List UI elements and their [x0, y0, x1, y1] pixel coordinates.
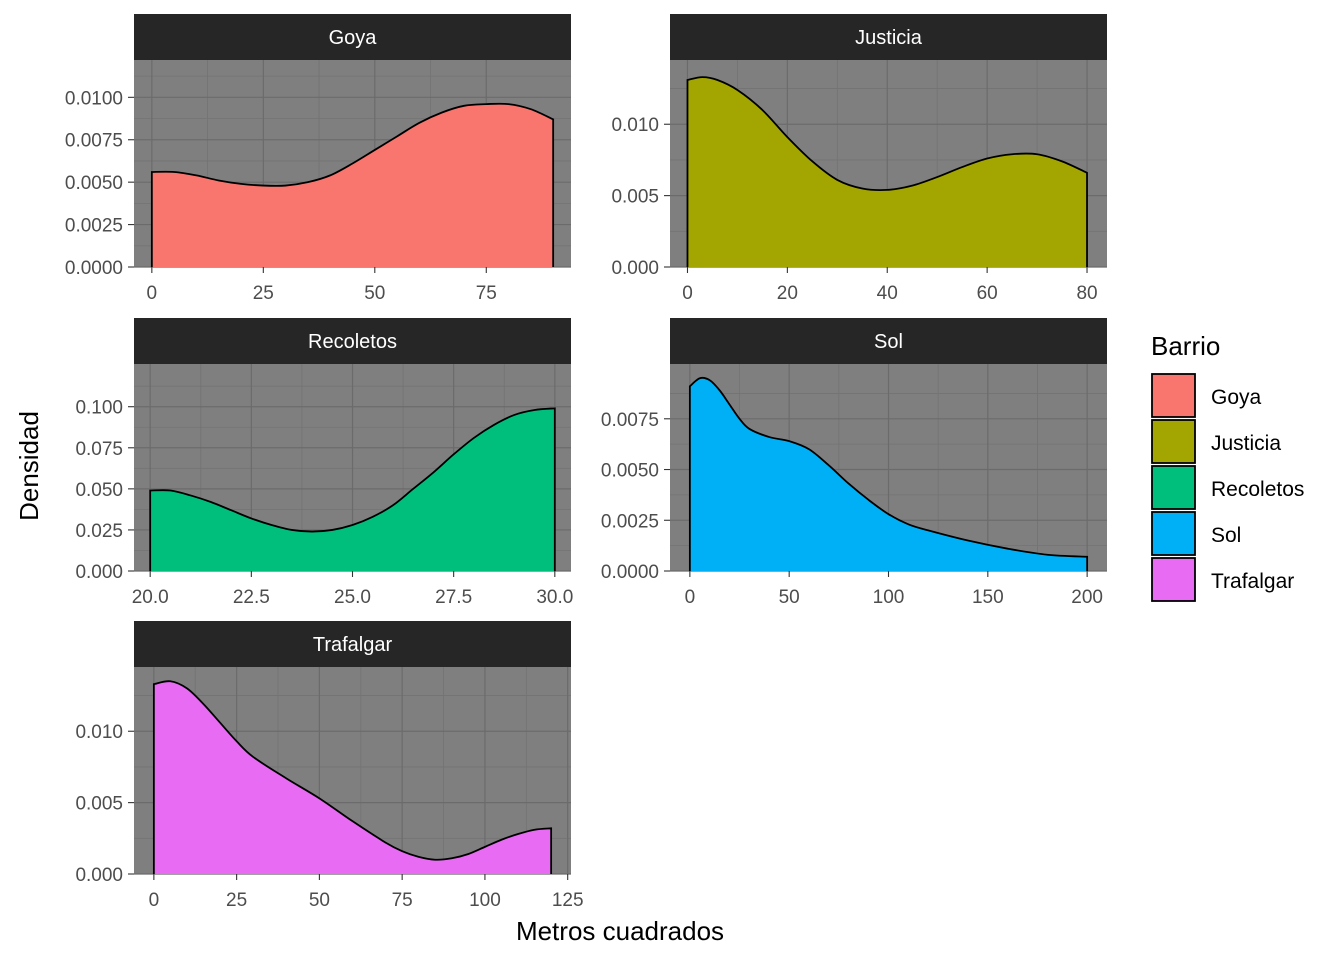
legend-item-trafalgar: Trafalgar: [1151, 557, 1294, 602]
x-tick-label: 100: [469, 890, 501, 911]
facet-strip: [134, 318, 571, 364]
density-line-trafalgar: [152, 680, 553, 874]
y-tick-label: 0.0050: [601, 461, 659, 482]
x-tick-label: 200: [1071, 587, 1103, 608]
axes: 20.0 22.5 25.0 27.5 30.0 0.000 0.025 0.050 0.075…: [75, 398, 573, 608]
density-line-justicia: [686, 76, 1088, 267]
legend-item-sol: Sol: [1151, 511, 1241, 556]
facet-strip-label: Recoletos: [308, 331, 397, 353]
facet-strip: [134, 621, 571, 667]
x-tick-label: 150: [972, 587, 1004, 608]
axes: 0 50 100 150 200 0.0000 0.0025 0.0050 0.0075: [601, 410, 1103, 608]
facet-trafalgar: Trafalgar 0 25 50 75 100 125 0.000 0.005 0.010: [75, 621, 584, 911]
axes: 0 20 40 60 80 0.000 0.005 0.010: [611, 115, 1097, 304]
legend-label: Goya: [1211, 386, 1262, 409]
y-tick-label: 0.005: [75, 794, 123, 815]
y-axis-title: Densidad: [14, 411, 44, 521]
facet-strip-label: Goya: [329, 27, 378, 49]
x-tick-label: 50: [364, 283, 385, 304]
legend-key: [1151, 465, 1196, 510]
y-tick-label: 0.010: [75, 722, 123, 743]
facet-strip: [134, 14, 571, 60]
y-tick-label: 0.100: [75, 398, 123, 419]
x-tick-label: 60: [977, 283, 998, 304]
y-tick-label: 0.005: [611, 187, 659, 208]
x-tick-label: 100: [873, 587, 905, 608]
legend-key: [1151, 419, 1196, 464]
x-axis-title: Metros cuadrados: [516, 916, 724, 946]
facet-strip-label: Trafalgar: [313, 634, 393, 656]
density-line-sol: [688, 376, 1089, 571]
y-tick-label: 0.075: [75, 439, 123, 460]
y-tick-label: 0.0000: [65, 258, 123, 279]
legend-key: [1151, 511, 1196, 556]
legend-label: Sol: [1211, 524, 1241, 547]
y-tick-label: 0.0025: [601, 511, 659, 532]
y-tick-label: 0.0100: [65, 88, 123, 109]
x-tick-label: 22.5: [233, 587, 270, 608]
legend-label: Trafalgar: [1211, 570, 1294, 593]
x-tick-label: 27.5: [435, 587, 472, 608]
density-line-goya: [150, 102, 555, 267]
density-area-justicia: [687, 77, 1088, 267]
x-tick-label: 75: [392, 890, 413, 911]
x-tick-label: 40: [877, 283, 898, 304]
x-tick-label: 0: [147, 283, 158, 304]
legend-title: Barrio: [1151, 331, 1220, 361]
x-tick-label: 25.0: [334, 587, 371, 608]
y-tick-label: 0.025: [75, 521, 123, 542]
y-tick-label: 0.010: [611, 115, 659, 136]
y-tick-label: 0.0050: [65, 173, 123, 194]
x-tick-label: 25: [253, 283, 274, 304]
density-area-recoletos: [150, 408, 555, 571]
density-area-sol: [689, 377, 1088, 571]
y-tick-label: 0.0025: [65, 216, 123, 237]
facet-sol: Sol 0 50 100 150 200 0.0000 0.0025 0.0050 0.0075: [601, 318, 1107, 608]
x-tick-label: 50: [309, 890, 330, 911]
y-tick-label: 0.0075: [65, 131, 123, 152]
x-tick-label: 25: [226, 890, 247, 911]
facet-strip-label: Justicia: [855, 27, 923, 49]
legend-label: Recoletos: [1211, 478, 1304, 501]
x-tick-label: 0: [149, 890, 160, 911]
x-tick-label: 75: [476, 283, 497, 304]
x-tick-label: 0: [685, 587, 696, 608]
density-area-trafalgar: [153, 681, 552, 874]
legend-item-goya: Goya: [1151, 373, 1262, 418]
y-tick-label: 0.000: [75, 865, 123, 886]
legend-key: [1151, 557, 1196, 602]
legend-key: [1151, 373, 1196, 418]
facet-recoletos: Recoletos 20.0 22.5 25.0 27.5 30.0 0.000 0.025 0…: [75, 318, 573, 608]
legend-label: Justicia: [1211, 432, 1281, 455]
axes: 0 25 50 75 0.0000 0.0025 0.0050 0.0075 0.0100: [65, 88, 497, 304]
x-tick-label: 30.0: [536, 587, 573, 608]
density-area-goya: [151, 103, 554, 267]
x-tick-label: 80: [1076, 283, 1097, 304]
facet-goya: Goya 0 25 50 75 0.0000 0.0025 0.0050 0.0075 0.010…: [65, 14, 571, 304]
y-tick-label: 0.000: [611, 258, 659, 279]
facet-strip-label: Sol: [874, 331, 903, 353]
facet-strip: [670, 318, 1107, 364]
x-tick-label: 20.0: [132, 587, 169, 608]
x-tick-label: 0: [682, 283, 693, 304]
x-tick-label: 20: [777, 283, 798, 304]
y-tick-label: 0.050: [75, 480, 123, 501]
facet-strip: [670, 14, 1107, 60]
y-tick-label: 0.0075: [601, 410, 659, 431]
density-line-recoletos: [149, 407, 556, 571]
y-tick-label: 0.000: [75, 562, 123, 583]
legend-item-recoletos: Recoletos: [1151, 465, 1304, 510]
x-tick-label: 50: [779, 587, 800, 608]
legend-item-justicia: Justicia: [1151, 419, 1281, 464]
facet-justicia: Justicia 0 20 40 60 80 0.000 0.005 0.010: [611, 14, 1107, 304]
y-tick-label: 0.0000: [601, 562, 659, 583]
x-tick-label: 125: [552, 890, 584, 911]
legend: Barrio Goya Justicia Recoletos Sol Trafalgar: [1151, 331, 1304, 602]
axes: 0 25 50 75 100 125 0.000 0.005 0.010: [75, 722, 583, 911]
